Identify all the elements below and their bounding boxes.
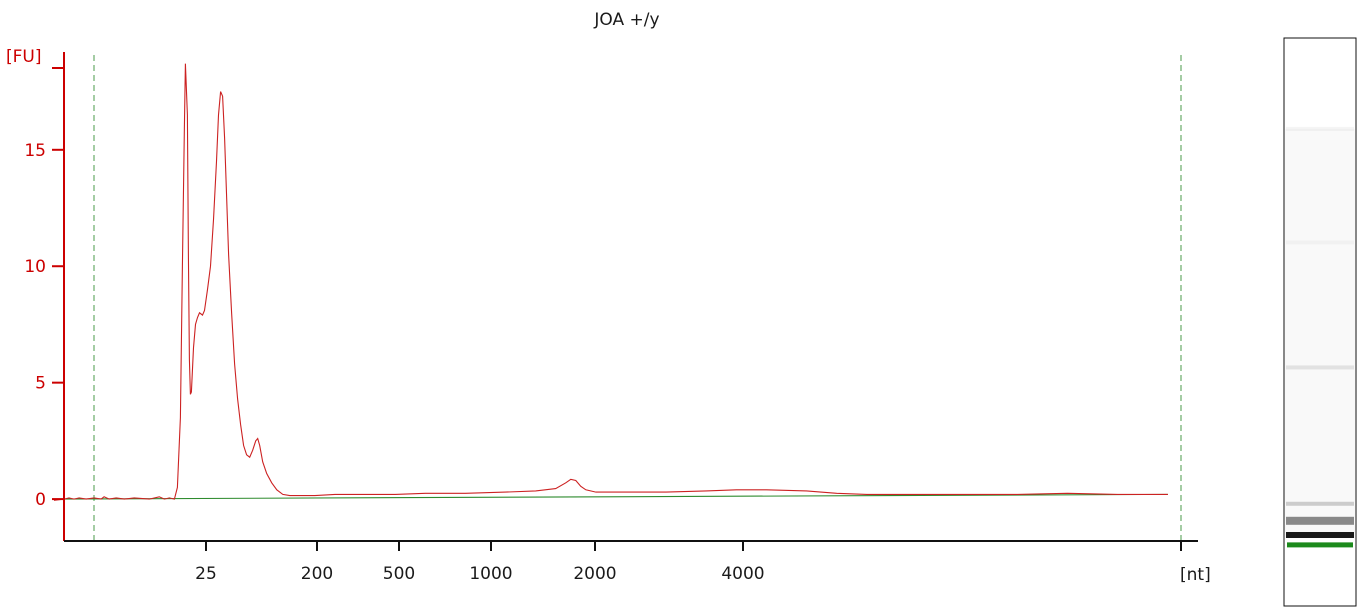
gel-band: [1286, 365, 1354, 370]
x-tick-label: 200: [301, 564, 333, 584]
x-tick-label: 2000: [573, 564, 616, 584]
x-axis-label: [nt]: [1180, 565, 1211, 585]
y-ticks: 0 5 10 15: [24, 67, 64, 510]
y-axis-label: [FU]: [6, 47, 42, 67]
gel-smear: [1285, 129, 1355, 538]
marker-lines: [93, 55, 1182, 541]
gel-band: [1286, 501, 1354, 506]
gel-band: [1286, 516, 1354, 525]
series-layer: [53, 63, 1168, 501]
baseline-series-line: [53, 493, 1168, 500]
gel-band: [1286, 532, 1354, 538]
gel-band: [1286, 240, 1354, 244]
gel-bands: [1285, 126, 1355, 548]
y-tick-label: 0: [35, 490, 46, 510]
y-tick-label: 5: [35, 374, 46, 394]
gel-band: [1286, 126, 1354, 131]
trace-series-line: [53, 63, 1168, 501]
y-tick-label: 10: [24, 257, 46, 277]
x-tick-label: 4000: [721, 564, 764, 584]
x-tick-label: 1000: [469, 564, 512, 584]
x-tick-label: 25: [195, 564, 217, 584]
x-ticks: 25 200 500 1000 2000 4000: [195, 541, 1182, 584]
y-tick-label: 15: [24, 141, 46, 161]
gel-marker-band: [1287, 542, 1353, 548]
gel-lane: [1283, 37, 1357, 607]
x-tick-label: 500: [383, 564, 415, 584]
chart-title: JOA +/y: [593, 10, 659, 30]
